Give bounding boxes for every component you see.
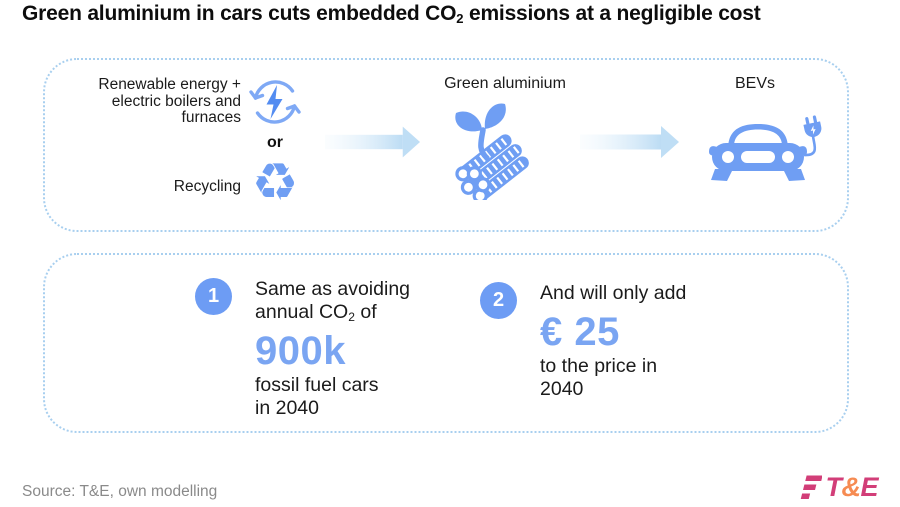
point-1-tail: fossil fuel cars in 2040 [255, 373, 379, 419]
point-1-text: Same as avoiding annual CO2 of 900k foss… [255, 278, 410, 420]
title-text-pre: Green aluminium in cars cuts embedded CO [22, 2, 457, 25]
point-1-lead-post: of [354, 301, 377, 323]
renewable-inputs-label: Renewable energy + electric boilers and … [98, 76, 241, 126]
lightning-renewable-cycle-icon [247, 72, 303, 132]
point-2-tail: to the price in 2040 [540, 354, 658, 400]
bevs-label: BEVs [734, 75, 775, 92]
point-2-text: And will only add € 25 to the price in 2… [540, 282, 686, 401]
te-logo-letter-t: T [825, 472, 842, 502]
point-1-lead-pre: Same as avoiding annual CO [255, 278, 411, 323]
point-1-lead: Same as avoiding annual CO2 of [255, 278, 410, 329]
recycling-label: Recycling [173, 178, 241, 195]
title-text-post: emissions at a negligible cost [463, 2, 761, 25]
green-aluminium-label: Green aluminium [444, 75, 566, 92]
point-1-number-badge: 1 [195, 278, 232, 315]
te-logo-ampersand: & [841, 472, 861, 502]
te-speedlines-flag-icon [801, 475, 823, 499]
recycle-icon: ♻ [251, 153, 299, 213]
point-2-lead-pre: And will only add [540, 282, 687, 304]
flow-arrow-icon [325, 124, 421, 165]
point-1-highlight-value: 900k [255, 328, 346, 373]
or-label: or [267, 134, 283, 151]
key-facts-panel: 1 Same as avoiding annual CO2 of 900k fo… [43, 253, 849, 433]
point-1-co2-subscript: 2 [348, 309, 355, 324]
source-note: Source: T&E, own modelling [22, 483, 218, 500]
te-logo-letter-e: E [860, 472, 878, 502]
process-flow-panel: Renewable energy + electric boilers and … [43, 58, 849, 232]
point-2-lead: And will only add [540, 282, 686, 310]
te-logo: T & E [798, 474, 878, 501]
point-2-highlight-value: € 25 [540, 309, 620, 354]
point-2-number-badge: 2 [480, 282, 517, 319]
title-co2-subscript: 2 [456, 11, 464, 27]
electric-car-plug-icon [708, 113, 833, 185]
page-title: Green aluminium in cars cuts embedded CO… [22, 2, 761, 26]
sprout-aluminium-billets-icon [445, 100, 545, 204]
flow-arrow-icon [578, 124, 682, 165]
